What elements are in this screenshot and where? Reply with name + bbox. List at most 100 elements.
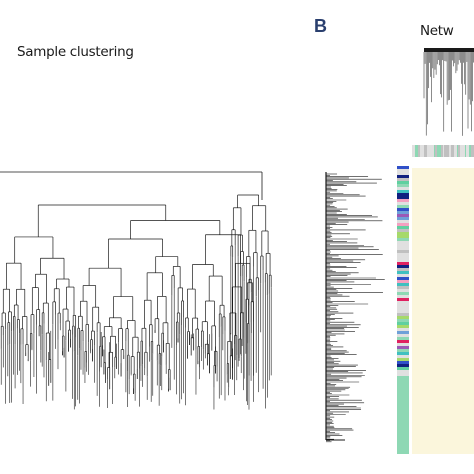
module-color-segment [449, 145, 451, 157]
module-color-bar-top [412, 145, 474, 157]
module-color-segment [397, 295, 409, 298]
module-color-segment [397, 367, 409, 370]
module-color-segment [413, 145, 416, 157]
module-color-segment [397, 250, 409, 253]
module-color-segment [397, 328, 409, 331]
module-color-segment [397, 220, 409, 223]
module-color-segment [397, 373, 409, 376]
module-color-segment [397, 166, 409, 169]
module-color-segment [397, 286, 409, 289]
module-color-segment [397, 277, 409, 280]
module-color-segment [432, 145, 434, 157]
module-color-segment [397, 355, 409, 358]
module-color-segment [397, 349, 409, 352]
module-color-segment [397, 385, 409, 388]
module-color-segment [397, 271, 409, 274]
module-color-segment [397, 298, 409, 301]
module-color-segment [397, 409, 409, 412]
module-color-segment [397, 397, 409, 400]
module-color-segment [397, 352, 409, 355]
module-color-segment [397, 319, 409, 322]
module-color-segment [419, 145, 422, 157]
module-color-segment [397, 346, 409, 349]
module-color-segment [415, 145, 417, 157]
module-color-segment [397, 424, 409, 427]
module-color-segment [397, 169, 409, 172]
module-color-segment [397, 262, 409, 265]
module-color-segment [397, 280, 409, 283]
module-color-segment [430, 145, 433, 157]
panel-b-letter: B [314, 16, 327, 36]
module-color-segment [397, 184, 409, 187]
module-color-segment [453, 145, 456, 157]
module-color-segment [397, 304, 409, 307]
module-color-segment [397, 205, 409, 208]
module-color-segment [418, 145, 420, 157]
module-color-segment [446, 145, 448, 157]
module-color-segment [397, 211, 409, 214]
module-color-segment [442, 145, 445, 157]
module-color-segment [438, 145, 440, 157]
module-color-segment [397, 391, 409, 394]
module-color-segment [461, 145, 464, 157]
module-color-segment [397, 340, 409, 343]
module-color-segment [397, 337, 409, 340]
module-color-segment [472, 145, 474, 157]
module-color-segment [397, 172, 409, 175]
module-color-segment [427, 145, 430, 157]
panel-a-title: Sample clustering [17, 44, 134, 60]
module-color-segment [397, 217, 409, 220]
module-color-segment [397, 403, 409, 406]
module-color-segment [412, 145, 414, 157]
module-color-segment [397, 235, 409, 238]
module-color-segment [397, 415, 409, 418]
module-color-segment [397, 190, 409, 193]
module-color-segment [455, 145, 457, 157]
module-color-segment [397, 406, 409, 409]
module-color-segment [397, 451, 409, 454]
module-color-segment [397, 394, 409, 397]
module-color-segment [459, 145, 462, 157]
module-color-segment [421, 145, 423, 157]
module-color-segment [439, 145, 442, 157]
module-color-segment [397, 259, 409, 262]
module-color-segment [397, 208, 409, 211]
module-color-segment [397, 325, 409, 328]
module-color-segment [397, 316, 409, 319]
module-color-segment [397, 247, 409, 250]
module-color-segment [397, 244, 409, 247]
module-color-segment [458, 145, 460, 157]
module-color-segment [425, 145, 428, 157]
module-color-segment [436, 145, 439, 157]
module-color-segment [397, 370, 409, 373]
module-color-segment [397, 430, 409, 433]
module-color-segment [397, 322, 409, 325]
module-color-segment [397, 412, 409, 415]
module-color-segment [397, 364, 409, 367]
panel-b-title: Netw [420, 23, 454, 39]
module-color-segment [397, 196, 409, 199]
module-color-segment [397, 343, 409, 346]
module-color-segment [416, 145, 419, 157]
module-color-segment [397, 418, 409, 421]
module-color-segment [397, 388, 409, 391]
module-color-segment [466, 145, 468, 157]
module-color-segment [397, 310, 409, 313]
module-color-segment [397, 445, 409, 448]
module-color-segment [397, 265, 409, 268]
module-color-segment [397, 442, 409, 445]
module-color-segment [397, 283, 409, 286]
module-color-segment [422, 145, 425, 157]
module-color-segment [397, 358, 409, 361]
module-color-segment [397, 433, 409, 436]
module-color-segment [397, 199, 409, 202]
module-color-segment [397, 301, 409, 304]
module-color-segment [464, 145, 467, 157]
module-color-segment [397, 382, 409, 385]
module-color-segment [397, 202, 409, 205]
module-color-segment [444, 145, 447, 157]
module-color-segment [397, 448, 409, 451]
tom-heatmap [412, 168, 474, 454]
